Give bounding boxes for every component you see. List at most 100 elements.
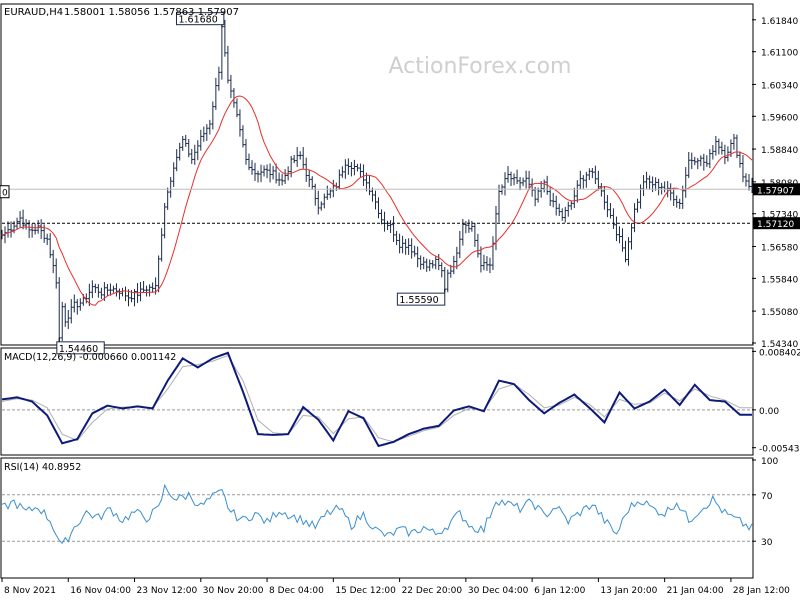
ohlc-bar xyxy=(693,156,697,166)
ohlc-bar xyxy=(6,221,10,238)
ohlc-bar xyxy=(416,246,420,268)
price-tick-label: 1.60340 xyxy=(761,81,798,91)
ohlc-bar xyxy=(578,170,582,190)
ohlc-bar xyxy=(747,174,751,191)
ohlc-bar xyxy=(51,249,55,274)
ohlc-bar xyxy=(569,200,573,210)
ohlc-bar xyxy=(410,238,414,259)
ohlc-bar xyxy=(157,255,161,293)
ohlc-bar xyxy=(708,149,712,169)
ohlc-bar xyxy=(286,166,290,181)
ohlc-bar xyxy=(283,169,287,184)
ohlc-bar xyxy=(223,19,227,57)
ohlc-bar xyxy=(108,283,112,296)
rsi-tick-label: 30 xyxy=(761,538,773,548)
ohlc-bar xyxy=(63,303,67,327)
level-line-tag xyxy=(753,217,800,230)
ohlc-bar xyxy=(60,301,64,341)
ohlc-bar xyxy=(358,163,362,178)
ohlc-bar xyxy=(377,197,381,219)
price-tick-label: 1.57340 xyxy=(761,211,798,221)
ohlc-bar xyxy=(199,129,203,151)
ohlc-bar xyxy=(470,220,474,232)
ohlc-bar xyxy=(735,134,739,159)
ohlc-bar xyxy=(608,202,612,219)
ohlc-bar xyxy=(39,219,43,239)
ohlc-bar xyxy=(217,66,221,91)
rsi-line xyxy=(1,483,753,545)
ohlc-bar xyxy=(202,126,206,142)
ohlc-bar xyxy=(428,259,432,272)
ohlc-bar xyxy=(160,228,164,262)
ohlc-bar xyxy=(220,22,224,80)
ohlc-bar xyxy=(699,155,703,167)
ohlc-bar xyxy=(24,219,28,230)
ohlc-bar xyxy=(575,180,579,203)
ohlc-bar xyxy=(48,233,52,259)
x-tick-label: 8 Nov 2021 xyxy=(4,586,56,596)
ohlc-bar xyxy=(473,223,477,247)
ohlc-bar xyxy=(422,256,426,270)
ohlc-bar xyxy=(636,198,640,213)
ohlc-bar xyxy=(193,144,197,165)
ohlc-bar xyxy=(250,160,254,175)
ohlc-bar xyxy=(196,140,200,161)
x-tick-label: 21 Jan 04:00 xyxy=(667,586,724,596)
ohlc-bar xyxy=(717,138,721,155)
ohlc-bar xyxy=(256,170,260,183)
ohlc-bar xyxy=(563,206,567,223)
price-tick-label: 1.55080 xyxy=(761,308,798,318)
ohlc-bar xyxy=(455,246,459,270)
ohlc-bar xyxy=(398,233,402,254)
ohlc-bar xyxy=(33,223,37,235)
macd-tick-label: 0.008402 xyxy=(759,348,800,358)
macd-signal-line xyxy=(1,354,752,443)
price-tick-label: 1.61100 xyxy=(761,49,798,59)
ohlc-bar xyxy=(464,221,468,234)
price-tick-label: 1.54340 xyxy=(761,340,798,350)
ohlc-bar xyxy=(741,155,745,183)
ohlc-bar xyxy=(654,177,658,191)
ohlc-bar xyxy=(259,164,263,183)
ohlc-bar xyxy=(542,179,546,193)
price-tick-label: 1.55840 xyxy=(761,275,798,285)
ohlc-bar xyxy=(87,283,91,307)
ohlc-bar xyxy=(21,209,25,230)
watermark: ActionForex.com xyxy=(389,54,572,79)
ohlc-bar xyxy=(355,163,359,172)
ohlc-bar xyxy=(611,208,615,230)
ohlc-bar xyxy=(648,175,652,190)
x-tick-label: 6 Jan 12:00 xyxy=(534,586,586,596)
ohlc-bar xyxy=(313,183,317,206)
ohlc-bar xyxy=(226,45,230,84)
x-tick-label: 13 Jan 20:00 xyxy=(600,586,657,596)
ohlc-bar xyxy=(527,170,531,190)
ohlc-bar xyxy=(518,177,522,191)
ohlc-bar xyxy=(497,184,501,223)
ohlc-bar xyxy=(145,285,149,297)
ohlc-bar xyxy=(506,166,510,183)
price-tick-label: 1.58840 xyxy=(761,146,798,156)
ohlc-bar xyxy=(229,74,233,99)
ohlc-bar xyxy=(449,264,453,278)
ohlc-bar xyxy=(271,165,275,180)
ohlc-bar xyxy=(714,136,718,156)
ohlc-bar xyxy=(298,151,302,160)
ohlc-bar xyxy=(190,148,194,164)
ohlc-bar xyxy=(419,255,423,270)
ohlc-bar xyxy=(587,168,591,181)
ohlc-bar xyxy=(669,183,673,201)
ohlc-bar xyxy=(663,181,667,193)
ohlc-bar xyxy=(117,288,121,300)
ohlc-bar xyxy=(208,119,212,135)
ohlc-bar xyxy=(705,155,709,167)
x-tick-label: 28 Jan 12:00 xyxy=(733,586,790,596)
rsi-label: RSI(14) 40.8952 xyxy=(4,462,81,473)
ohlc-bar xyxy=(36,219,40,234)
ohlc-bar xyxy=(702,153,706,171)
ohlc-bar xyxy=(114,283,118,297)
ohlc-bar xyxy=(720,141,724,155)
annotation-label: 1.55590 xyxy=(399,295,438,306)
